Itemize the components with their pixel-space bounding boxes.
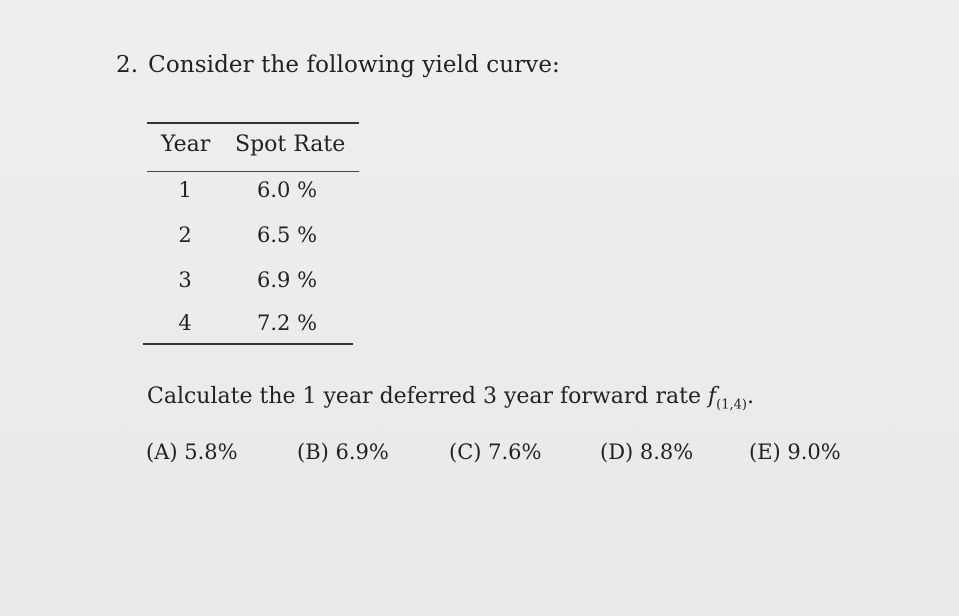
table-row: 4 7.2 % xyxy=(147,311,359,341)
choice-e[interactable]: (E) 9.0% xyxy=(749,440,841,464)
table-row: 1 6.0 % xyxy=(147,178,359,208)
cell-year: 1 xyxy=(178,178,192,202)
cell-spot-rate: 6.5 % xyxy=(257,223,318,247)
header-year: Year xyxy=(161,132,211,157)
question-number: 2. xyxy=(116,52,139,78)
choice-d[interactable]: (D) 8.8% xyxy=(600,440,694,464)
cell-year: 2 xyxy=(178,223,192,247)
table-row: 3 6.9 % xyxy=(147,268,359,298)
question-text: Consider the following yield curve: xyxy=(148,52,560,78)
header-spot-rate: Spot Rate xyxy=(235,132,346,157)
table-row: 2 6.5 % xyxy=(147,223,359,253)
question-heading: 2. Consider the following yield curve: xyxy=(116,52,560,78)
cell-spot-rate: 7.2 % xyxy=(257,311,318,335)
answer-choices: (A) 5.8% (B) 6.9% (C) 7.6% (D) 8.8% (E) … xyxy=(0,440,959,480)
table-bottom-rule xyxy=(143,343,353,345)
cell-year: 4 xyxy=(178,311,192,335)
question-prompt: Calculate the 1 year deferred 3 year for… xyxy=(147,384,754,412)
forward-rate-subscript: (1,4) xyxy=(716,397,747,413)
cell-year: 3 xyxy=(178,268,192,292)
table-top-rule xyxy=(147,122,359,124)
choice-a[interactable]: (A) 5.8% xyxy=(146,440,238,464)
cell-spot-rate: 6.9 % xyxy=(257,268,318,292)
prompt-text: Calculate the 1 year deferred 3 year for… xyxy=(147,384,708,409)
forward-rate-symbol: f xyxy=(707,384,717,409)
cell-spot-rate: 6.0 % xyxy=(257,178,318,202)
prompt-end: . xyxy=(746,384,754,409)
choice-b[interactable]: (B) 6.9% xyxy=(297,440,389,464)
choice-c[interactable]: (C) 7.6% xyxy=(449,440,542,464)
table-header-rule xyxy=(147,171,359,172)
